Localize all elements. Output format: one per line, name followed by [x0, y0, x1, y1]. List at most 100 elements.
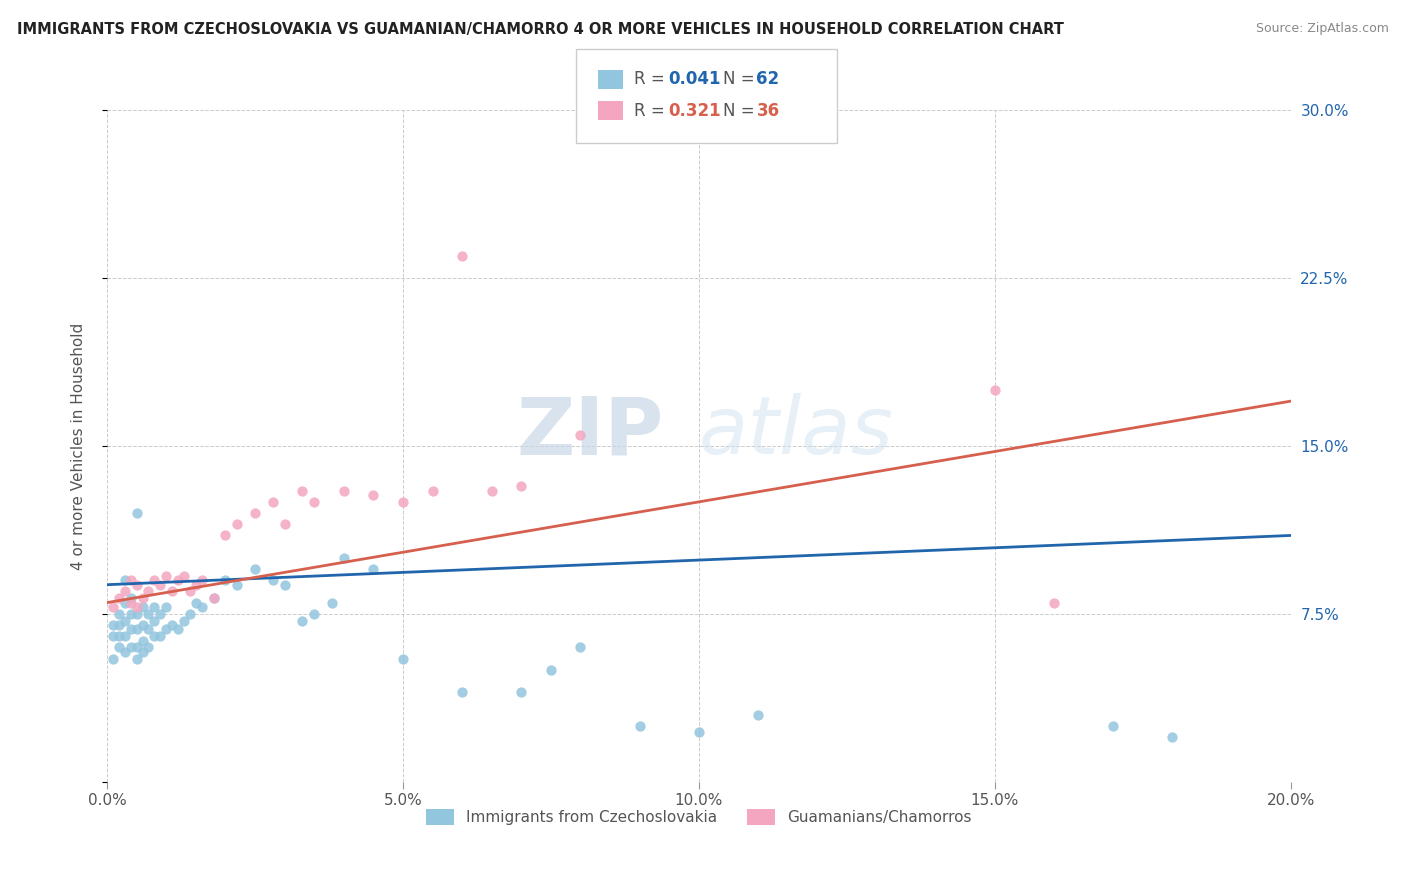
Point: [114, 614, 136, 628]
Text: 36: 36: [756, 102, 779, 120]
Point: [184, 577, 207, 591]
Point: [302, 607, 325, 621]
Point: [983, 383, 1005, 397]
Point: [184, 596, 207, 610]
Text: 0.321: 0.321: [668, 102, 720, 120]
Point: [108, 629, 131, 643]
Point: [243, 562, 266, 576]
Point: [226, 517, 249, 532]
Point: [138, 607, 160, 621]
Text: N =: N =: [723, 102, 759, 120]
Y-axis label: 4 or more Vehicles in Household: 4 or more Vehicles in Household: [72, 322, 86, 570]
Point: [333, 550, 356, 565]
Text: IMMIGRANTS FROM CZECHOSLOVAKIA VS GUAMANIAN/CHAMORRO 4 OR MORE VEHICLES IN HOUSE: IMMIGRANTS FROM CZECHOSLOVAKIA VS GUAMAN…: [17, 22, 1064, 37]
Point: [179, 584, 201, 599]
Text: N =: N =: [723, 70, 759, 88]
Point: [173, 614, 195, 628]
Point: [101, 600, 124, 615]
Point: [167, 623, 190, 637]
Legend: Immigrants from Czechoslovakia, Guamanians/Chamorros: Immigrants from Czechoslovakia, Guamania…: [420, 803, 977, 831]
Point: [120, 591, 142, 606]
Point: [747, 707, 769, 722]
Point: [392, 651, 415, 665]
Point: [114, 645, 136, 659]
Point: [114, 596, 136, 610]
Point: [101, 618, 124, 632]
Point: [422, 483, 444, 498]
Point: [120, 623, 142, 637]
Point: [131, 645, 153, 659]
Text: 0.041: 0.041: [668, 70, 720, 88]
Point: [160, 584, 183, 599]
Text: Source: ZipAtlas.com: Source: ZipAtlas.com: [1256, 22, 1389, 36]
Point: [569, 427, 592, 442]
Point: [120, 573, 142, 587]
Point: [451, 249, 474, 263]
Point: [155, 568, 177, 582]
Point: [125, 577, 148, 591]
Point: [179, 607, 201, 621]
Text: ZIP: ZIP: [516, 393, 664, 472]
Point: [125, 640, 148, 655]
Point: [108, 607, 131, 621]
Point: [131, 618, 153, 632]
Point: [120, 596, 142, 610]
Point: [214, 573, 236, 587]
Point: [190, 600, 212, 615]
Point: [321, 596, 343, 610]
Text: R =: R =: [634, 102, 671, 120]
Point: [569, 640, 592, 655]
Point: [108, 640, 131, 655]
Point: [143, 600, 166, 615]
Point: [125, 623, 148, 637]
Point: [108, 618, 131, 632]
Point: [125, 600, 148, 615]
Point: [302, 495, 325, 509]
Point: [143, 573, 166, 587]
Point: [173, 568, 195, 582]
Point: [243, 506, 266, 520]
Point: [120, 640, 142, 655]
Point: [333, 483, 356, 498]
Point: [481, 483, 503, 498]
Point: [155, 600, 177, 615]
Point: [688, 725, 710, 739]
Point: [202, 591, 225, 606]
Point: [101, 651, 124, 665]
Point: [363, 488, 385, 502]
Point: [120, 607, 142, 621]
Text: 62: 62: [756, 70, 779, 88]
Point: [392, 495, 415, 509]
Point: [273, 517, 295, 532]
Point: [149, 577, 172, 591]
Point: [138, 640, 160, 655]
Point: [101, 629, 124, 643]
Text: atlas: atlas: [699, 393, 894, 472]
Point: [114, 573, 136, 587]
Point: [226, 577, 249, 591]
Point: [131, 633, 153, 648]
Point: [114, 584, 136, 599]
Point: [262, 495, 284, 509]
Point: [143, 614, 166, 628]
Point: [160, 618, 183, 632]
Text: R =: R =: [634, 70, 671, 88]
Point: [131, 591, 153, 606]
Point: [131, 600, 153, 615]
Point: [114, 629, 136, 643]
Point: [143, 629, 166, 643]
Point: [262, 573, 284, 587]
Point: [451, 685, 474, 699]
Point: [149, 629, 172, 643]
Point: [363, 562, 385, 576]
Point: [291, 483, 314, 498]
Point: [291, 614, 314, 628]
Point: [108, 591, 131, 606]
Point: [214, 528, 236, 542]
Point: [1043, 596, 1066, 610]
Point: [628, 719, 651, 733]
Point: [155, 623, 177, 637]
Point: [202, 591, 225, 606]
Point: [273, 577, 295, 591]
Point: [1161, 730, 1184, 744]
